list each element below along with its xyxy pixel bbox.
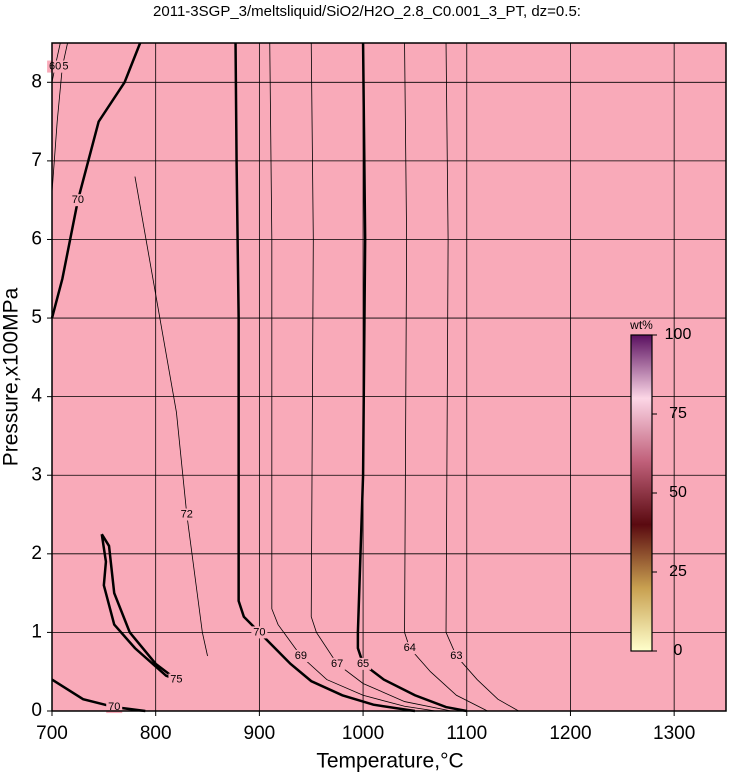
- y-tick-label: 5: [31, 307, 42, 328]
- contour-label: 70: [253, 626, 265, 638]
- y-axis-label: Pressure,x100MPa: [0, 287, 23, 466]
- contour-label: 72: [181, 508, 193, 520]
- x-tick-label: 1300: [653, 723, 695, 744]
- contour-label-bg: [292, 649, 309, 662]
- contour-label: 75: [170, 673, 182, 685]
- x-tick-label: 700: [36, 723, 68, 744]
- contour-line: [50, 42, 142, 319]
- contour-label: 64: [404, 642, 416, 654]
- contour-label: 63: [450, 650, 462, 662]
- contour-label: 69: [295, 650, 307, 662]
- contour-label: 60: [49, 60, 61, 72]
- contour-line: [310, 42, 452, 712]
- y-tick-label: 7: [31, 150, 42, 171]
- plot-frame: [51, 42, 727, 712]
- contour-label-bg: [448, 649, 465, 662]
- contour-label-bg: [168, 673, 185, 686]
- contour-label-bg: [69, 194, 86, 207]
- contour-label: 65: [357, 658, 369, 670]
- contour-label: 67: [331, 658, 343, 670]
- chart-title: 2011-3SGP_3/meltsliquid/SiO2/H2O_2.8_C0.…: [153, 3, 581, 20]
- x-tick-label: 1100: [446, 723, 487, 744]
- x-axis-label: Temperature,°C: [316, 750, 463, 773]
- y-tick-label: 3: [31, 464, 42, 485]
- contour-label-bg: [178, 508, 195, 521]
- contour-label-bg: [329, 657, 346, 670]
- colorbar-label: wt%: [629, 318, 653, 332]
- contour-line: [51, 678, 146, 713]
- x-tick-label: 1000: [342, 723, 384, 744]
- contour-label-bg: [47, 60, 64, 73]
- y-tick-label: 4: [31, 386, 42, 407]
- x-tick-label: 1200: [549, 723, 591, 744]
- contour-label-bg: [401, 642, 418, 655]
- contour-label: 70: [108, 701, 120, 713]
- x-tick-label: 900: [244, 723, 276, 744]
- y-tick-label: 1: [31, 621, 42, 642]
- contour-label-bg: [251, 626, 268, 639]
- plot-area: [52, 43, 726, 711]
- colorbar: [630, 334, 653, 652]
- colorbar-tick-label: 25: [669, 563, 687, 580]
- y-tick-label: 6: [31, 228, 42, 249]
- colorbar-tick-label: 100: [665, 326, 692, 343]
- contour-label-bg: [106, 701, 123, 714]
- y-tick-label: 2: [31, 543, 42, 564]
- colorbar-tick-label: 50: [669, 484, 687, 501]
- x-tick-label: 800: [140, 723, 172, 744]
- contour-line: [356, 42, 468, 713]
- contour-label: 70: [72, 194, 84, 206]
- y-tick-label: 0: [31, 700, 42, 721]
- y-tick-label: 8: [31, 71, 42, 92]
- contour-line: [51, 42, 68, 193]
- contour-label-bg: [355, 657, 372, 670]
- colorbar-tick-label: 75: [669, 405, 687, 422]
- colorbar-tick-label: 0: [674, 642, 683, 659]
